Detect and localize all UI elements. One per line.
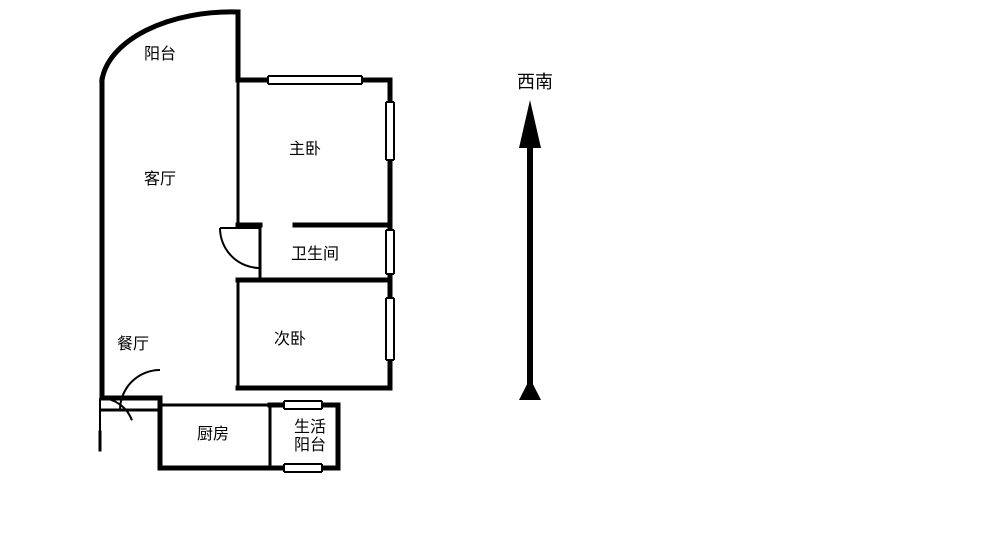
room-label-util-balcony: 生活 xyxy=(294,418,326,436)
door-arc xyxy=(220,228,260,268)
room-label-dining-room: 餐厅 xyxy=(117,335,149,353)
compass: 西南 xyxy=(517,72,553,400)
compass-arrow-tail xyxy=(519,378,541,400)
door-arc xyxy=(120,370,160,410)
room-label-second-bedroom: 次卧 xyxy=(274,330,306,348)
room-label-balcony: 阳台 xyxy=(144,45,176,63)
windows xyxy=(268,76,394,472)
compass-arrow-head xyxy=(519,100,541,148)
room-label-util-balcony2: 阳台 xyxy=(294,436,326,454)
room-label-kitchen: 厨房 xyxy=(197,425,229,443)
room-labels: 阳台客厅主卧卫生间餐厅次卧厨房生活阳台 xyxy=(117,45,339,454)
room-label-bathroom: 卫生间 xyxy=(291,245,339,263)
room-label-living-room: 客厅 xyxy=(144,170,176,188)
room-label-master-bedroom: 主卧 xyxy=(289,140,321,158)
doors xyxy=(100,228,260,432)
compass-label: 西南 xyxy=(517,72,553,92)
